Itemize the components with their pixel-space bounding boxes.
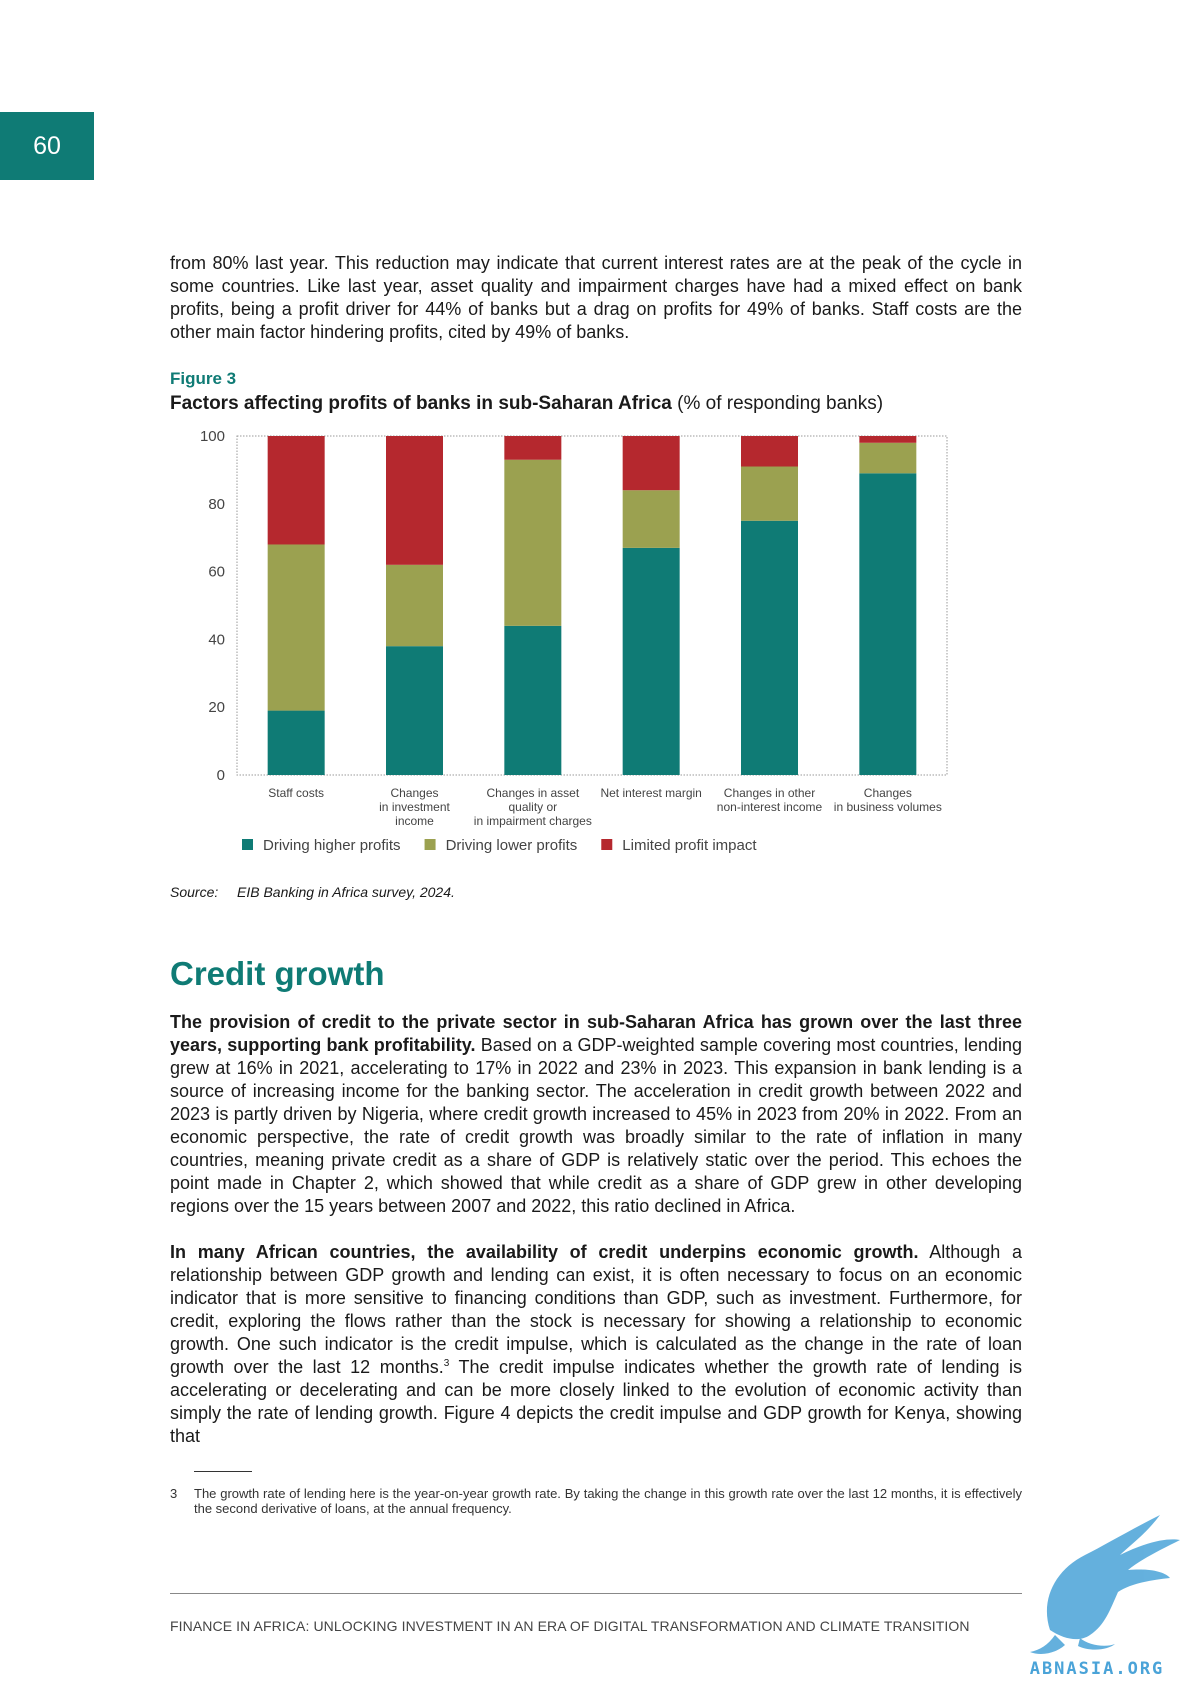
bar-segment (741, 466, 798, 521)
figure-source: Source: EIB Banking in Africa survey, 20… (170, 884, 455, 900)
y-tick-label: 80 (208, 496, 225, 513)
bar-segment (386, 646, 443, 775)
footnote-divider (194, 1471, 252, 1472)
legend-swatch (601, 839, 613, 850)
source-label: Source: (170, 884, 219, 900)
watermark-text: ABNASIA.ORG (1030, 1659, 1165, 1679)
legend-label: Driving higher profits (263, 837, 401, 854)
bar-segment (267, 710, 325, 775)
bar-segment (386, 436, 443, 565)
bar-segment (741, 520, 798, 775)
legend-swatch (242, 839, 253, 850)
paragraph-lead-bold: In many African countries, the availabil… (170, 1242, 919, 1262)
footnote: 3 The growth rate of lending here is the… (170, 1486, 1022, 1516)
x-tick-label: Staff costs (268, 786, 324, 800)
bar-segment (504, 459, 562, 626)
y-tick-label: 20 (208, 699, 225, 716)
x-tick-label: Net interest margin (600, 786, 701, 800)
bar-segment (504, 625, 562, 775)
bar-segment (267, 436, 325, 545)
stacked-bar-chart: 0 20 40 60 80 100 Staff costs Changes in investm… (200, 428, 948, 854)
paragraph-body: Based on a GDP-weighted sample covering … (170, 1035, 1022, 1216)
bar-segment (267, 544, 325, 711)
bar-segment (859, 473, 917, 775)
bar-segment (386, 564, 443, 647)
figure-label: Figure 3 (170, 369, 237, 388)
paragraph-lead-bold: The provision of credit to the private s… (170, 1012, 1022, 1055)
page-number: 60 (33, 131, 61, 160)
footnote-number: 3 (170, 1486, 178, 1501)
y-tick-label: 0 (217, 767, 225, 784)
bar-segment (859, 442, 917, 474)
watermark-logo: ABNASIA.ORG (1030, 1515, 1180, 1679)
figure-title-unit: (% of responding banks) (671, 393, 884, 414)
paragraph-body-cont: The credit impulse indicates whether the… (170, 1357, 1022, 1446)
y-tick-label: 100 (200, 428, 225, 445)
running-footer: FINANCE IN AFRICA: UNLOCKING INVESTMENT … (170, 1618, 970, 1634)
footnote-ref[interactable]: 3 (443, 1358, 450, 1369)
y-tick-label: 40 (208, 631, 225, 648)
figure-title: Factors affecting profits of banks in su… (170, 393, 883, 415)
figure-title-bold: Factors affecting profits of banks in su… (170, 393, 672, 414)
bar-segment (622, 490, 680, 548)
section-title: Credit growth (170, 955, 385, 992)
x-tick-label: Changes in investment income (379, 786, 450, 828)
bar-segment (859, 436, 917, 443)
page-number-tab: 60 (0, 112, 94, 180)
bar-segment (622, 436, 680, 491)
footer-divider (170, 1593, 1022, 1594)
y-tick-label: 60 (208, 564, 225, 581)
griffin-logo-icon (1030, 1515, 1180, 1654)
legend-label: Limited profit impact (622, 837, 757, 854)
legend-swatch (424, 839, 436, 850)
intro-paragraph: from 80% last year. This reduction may i… (170, 253, 1022, 342)
paragraph-body: Although a relationship between GDP grow… (170, 1242, 1022, 1377)
plot-frame (236, 435, 948, 776)
x-tick-label: Changes in other non-interest income (717, 786, 823, 814)
bar-segment (622, 547, 680, 775)
paragraph-credit-impulse: In many African countries, the availabil… (170, 1241, 1022, 1448)
bar-segment (741, 436, 798, 467)
legend-label: Driving lower profits (446, 837, 578, 854)
x-tick-label: Changes in business volumes (834, 786, 942, 814)
bar-segment (504, 436, 562, 460)
source-text: EIB Banking in Africa survey, 2024. (237, 884, 455, 900)
paragraph-credit-growth: The provision of credit to the private s… (170, 1011, 1022, 1218)
x-tick-label: Changes in asset quality or in impairment … (474, 786, 592, 828)
footnote-text: The growth rate of lending here is the y… (194, 1486, 1022, 1516)
